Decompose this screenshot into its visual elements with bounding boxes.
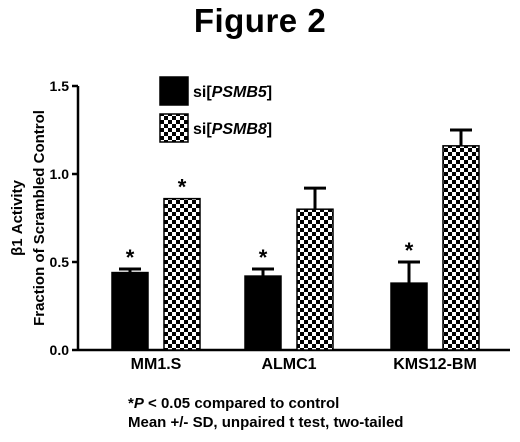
y-axis-title-line2: Fraction of Scrambled Control: [31, 110, 48, 326]
bar-chart: 0.0 0.5 1.0 1.5 MM1.S * * ALMC1 * KMS12-BM * si[P…: [9, 76, 510, 373]
x-category-label: MM1.S: [131, 356, 182, 373]
y-tick-label: 1.0: [50, 166, 70, 182]
y-tick-label: 1.5: [50, 78, 70, 94]
footnote-line-1: *P < 0.05 compared to control: [128, 394, 403, 413]
footnote: *P < 0.05 compared to control Mean +/- S…: [128, 394, 403, 432]
footnote-p: P: [133, 395, 144, 412]
legend: si[PSMB5] si[PSMB8]: [159, 76, 272, 143]
bar: [111, 271, 149, 351]
legend-label: si[PSMB8]: [193, 121, 272, 138]
x-category-label: ALMC1: [261, 356, 316, 373]
legend-swatch: [159, 76, 189, 106]
bar: [244, 275, 282, 351]
bar: [442, 145, 480, 351]
significance-star: *: [126, 245, 135, 270]
bar: [163, 197, 201, 351]
significance-star: *: [178, 175, 187, 200]
x-category-label: KMS12-BM: [393, 356, 477, 373]
y-axis-title: β1 Activity Fraction of Scrambled Contro…: [9, 110, 48, 326]
y-tick-label: 0.5: [50, 254, 70, 270]
legend-swatch: [159, 113, 189, 143]
footnote-star: *: [128, 395, 134, 412]
y-tick-label: 0.0: [50, 342, 70, 358]
legend-label: si[PSMB5]: [193, 84, 272, 101]
y-axis-title-line1: β1 Activity: [9, 179, 26, 256]
significance-star: *: [259, 245, 268, 270]
figure-title: Figure 2: [193, 2, 327, 39]
bar: [390, 282, 428, 351]
bars: MM1.S * * ALMC1 * KMS12-BM *: [111, 128, 480, 373]
significance-star: *: [405, 238, 414, 263]
axes: 0.0 0.5 1.0 1.5: [50, 78, 510, 358]
footnote-line-2: Mean +/- SD, unpaired t test, two-tailed: [128, 414, 404, 431]
bar: [296, 208, 334, 351]
footnote-rest: < 0.05 compared to control: [143, 395, 340, 412]
